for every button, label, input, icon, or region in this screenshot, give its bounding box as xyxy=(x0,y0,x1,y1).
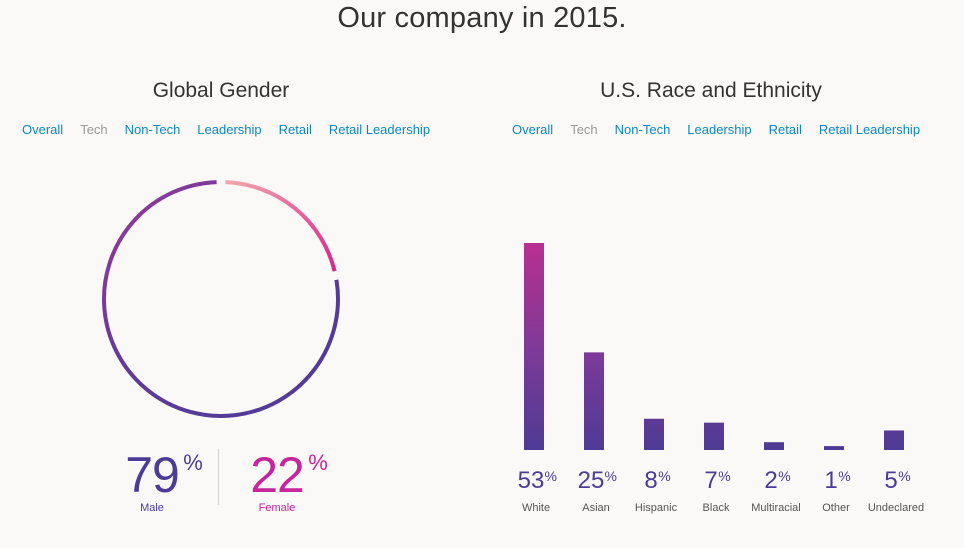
gender-tab-tech[interactable]: Tech xyxy=(80,122,108,137)
bar-percent-sign-asian: % xyxy=(605,468,617,484)
bar-hispanic xyxy=(644,418,664,450)
bar-black xyxy=(704,422,724,450)
female-percentage: 22 xyxy=(250,447,305,503)
bar-multiracial xyxy=(764,442,784,450)
gender-tabs: Overall Tech Non-Tech Leadership Retail … xyxy=(22,122,430,137)
bar-value-hispanic: 8 xyxy=(644,467,657,494)
female-stat: 22 % Female xyxy=(245,446,328,514)
bar-label-multiracial: Multiracial xyxy=(751,502,801,514)
bar-undeclared xyxy=(884,430,904,450)
bar-label-black: Black xyxy=(703,502,730,514)
male-percentage: 79 xyxy=(125,447,180,503)
bar-label-white: White xyxy=(522,502,550,514)
male-label: Male xyxy=(140,502,164,514)
bar-percent-sign-hispanic: % xyxy=(658,468,670,484)
female-label: Female xyxy=(258,502,296,514)
bar-percent-sign-black: % xyxy=(718,468,730,484)
male-percent-sign: % xyxy=(183,450,203,475)
gender-section-title: Global Gender xyxy=(152,79,290,102)
race-tab-leadership[interactable]: Leadership xyxy=(687,122,752,137)
page-title: Our company in 2015. xyxy=(337,2,627,34)
race-tab-tech[interactable]: Tech xyxy=(570,122,598,137)
race-section-title: U.S. Race and Ethnicity xyxy=(600,79,822,102)
race-tabs: Overall Tech Non-Tech Leadership Retail … xyxy=(512,122,920,137)
gender-divider xyxy=(218,449,219,505)
bar-percent-sign-other: % xyxy=(838,468,850,484)
race-tab-retail[interactable]: Retail xyxy=(768,122,802,137)
bar-label-undeclared: Undeclared xyxy=(868,502,924,514)
bar-value-black: 7 xyxy=(704,467,717,494)
bar-percent-sign-undeclared: % xyxy=(898,468,910,484)
gender-tab-retail[interactable]: Retail xyxy=(278,122,312,137)
bar-asian xyxy=(584,352,604,450)
donut-male-arc xyxy=(102,180,340,418)
bar-value-undeclared: 5 xyxy=(884,467,897,494)
bar-value-asian: 25 xyxy=(578,467,605,494)
donut-female-arc xyxy=(225,180,337,272)
bar-value-other: 1 xyxy=(824,467,837,494)
bar-label-other: Other xyxy=(822,502,850,514)
bar-percent-sign-multiracial: % xyxy=(778,468,790,484)
race-tab-non-tech[interactable]: Non-Tech xyxy=(614,122,671,137)
bar-white xyxy=(524,243,544,450)
gender-tab-overall[interactable]: Overall xyxy=(22,122,64,137)
gender-tab-non-tech[interactable]: Non-Tech xyxy=(124,122,181,137)
race-tab-retail-leadership[interactable]: Retail Leadership xyxy=(818,122,921,137)
gender-donut-chart xyxy=(102,180,340,418)
bar-percent-sign-white: % xyxy=(545,468,557,484)
bar-label-hispanic: Hispanic xyxy=(635,502,678,514)
bar-value-white: 53 xyxy=(518,467,545,494)
male-stat: 79 % Male xyxy=(120,446,203,514)
female-percent-sign: % xyxy=(308,450,328,475)
bar-label-asian: Asian xyxy=(582,502,610,514)
gender-tab-retail-leadership[interactable]: Retail Leadership xyxy=(328,122,431,137)
bar-other xyxy=(824,446,844,450)
race-tab-overall[interactable]: Overall xyxy=(512,122,554,137)
gender-tab-leadership[interactable]: Leadership xyxy=(197,122,262,137)
bar-value-multiracial: 2 xyxy=(764,467,777,494)
